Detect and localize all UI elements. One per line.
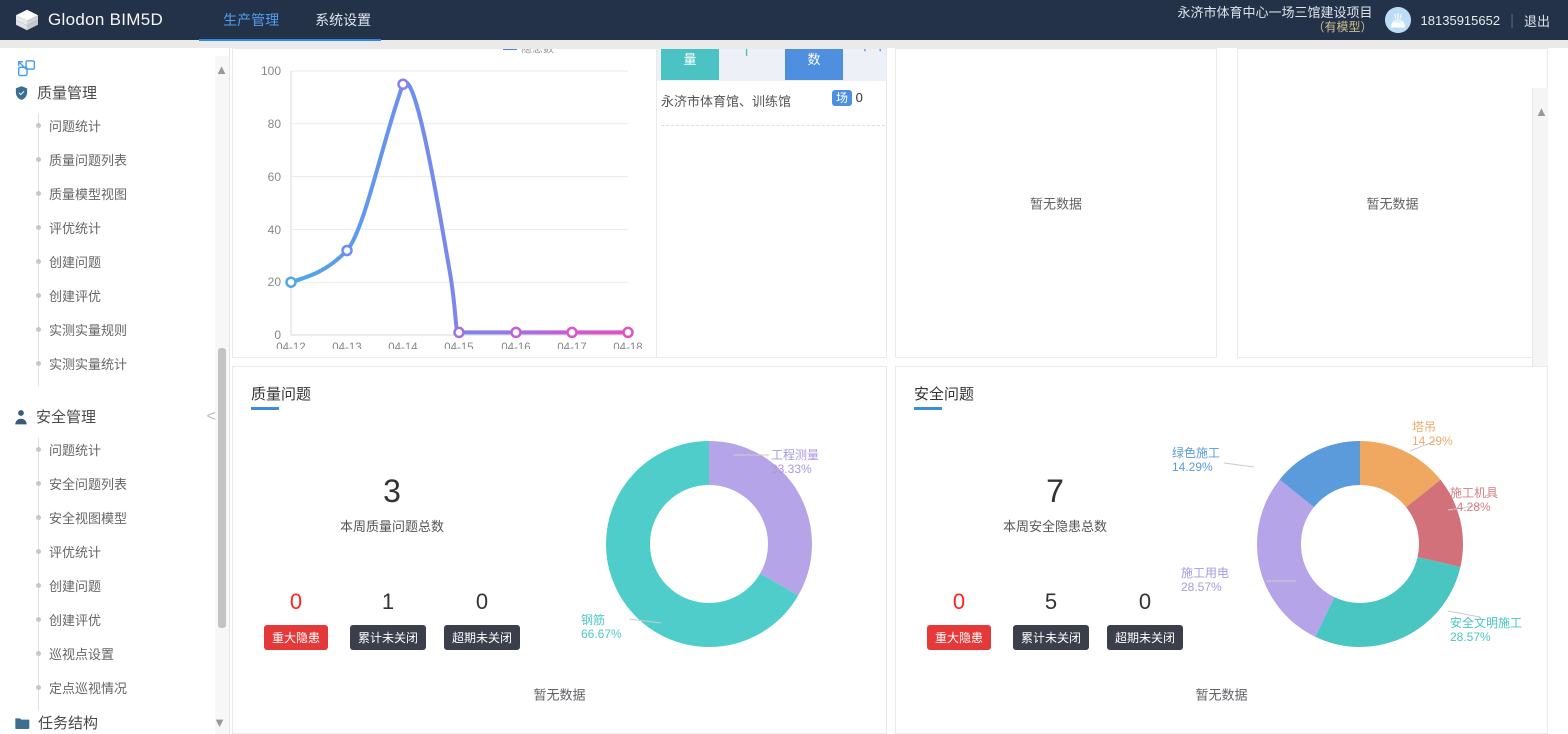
svg-text:04-18: 04-18 xyxy=(613,342,642,349)
svg-text:施工用电: 施工用电 xyxy=(1181,566,1229,580)
svg-text:塔吊: 塔吊 xyxy=(1412,420,1436,434)
svg-text:0: 0 xyxy=(274,328,281,342)
svg-text:28.57%: 28.57% xyxy=(1450,630,1491,644)
svg-text:14.29%: 14.29% xyxy=(1412,434,1453,448)
svg-text:60: 60 xyxy=(268,170,282,184)
svg-text:04-16: 04-16 xyxy=(501,342,530,349)
svg-text:绿色施工: 绿色施工 xyxy=(1172,445,1220,460)
svg-text:钢筋: 钢筋 xyxy=(581,612,605,627)
svg-text:80: 80 xyxy=(268,117,282,131)
svg-text:100: 100 xyxy=(261,64,281,78)
svg-text:66.67%: 66.67% xyxy=(581,627,622,641)
svg-text:安全文明施工: 安全文明施工 xyxy=(1450,615,1522,630)
svg-text:40: 40 xyxy=(268,223,282,237)
svg-text:04-13: 04-13 xyxy=(332,342,361,349)
svg-text:20: 20 xyxy=(268,275,282,289)
svg-text:33.33%: 33.33% xyxy=(771,462,812,476)
svg-text:施工机具: 施工机具 xyxy=(1450,486,1498,500)
svg-text:04-12: 04-12 xyxy=(276,342,305,349)
svg-text:28.57%: 28.57% xyxy=(1181,580,1222,594)
svg-text:14.29%: 14.29% xyxy=(1172,460,1213,474)
svg-text:04-14: 04-14 xyxy=(388,342,418,349)
svg-text:14.28%: 14.28% xyxy=(1450,500,1491,514)
svg-text:04-17: 04-17 xyxy=(557,342,586,349)
svg-text:04-15: 04-15 xyxy=(444,342,473,349)
svg-text:工程测量: 工程测量 xyxy=(771,447,819,462)
